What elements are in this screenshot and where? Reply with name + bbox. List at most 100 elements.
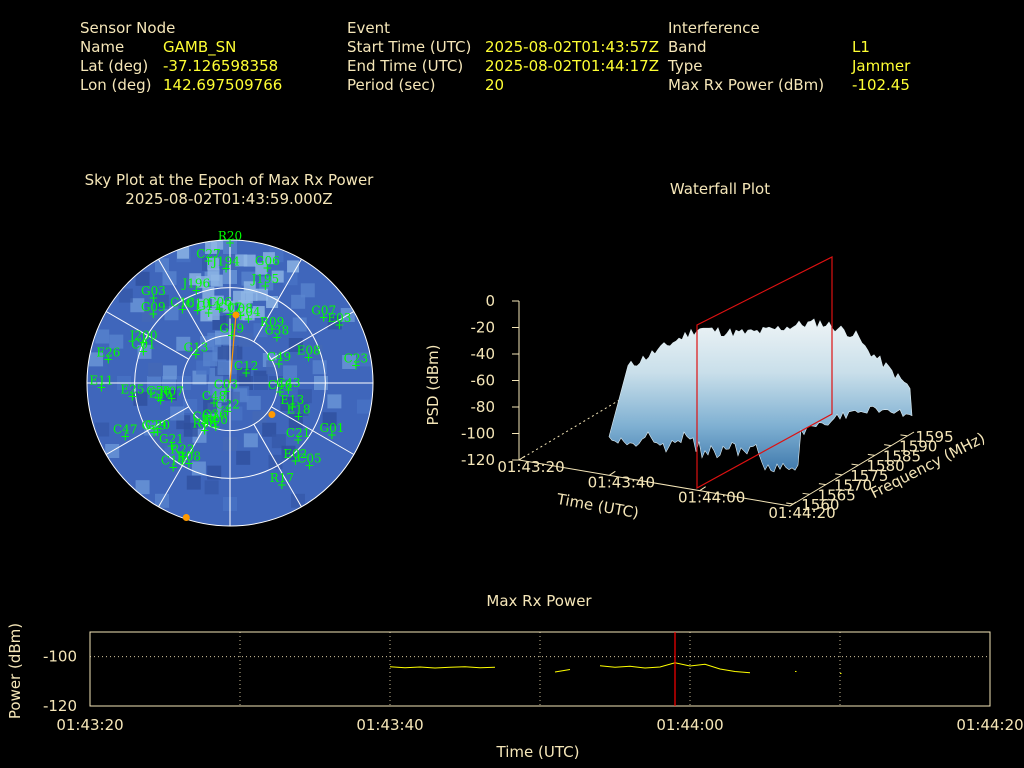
interference-type-label: Type [668,57,703,75]
satellite-r08: +R08 [192,417,216,438]
satellite-marker: + [294,409,304,423]
satellite-j200: +J200 [128,329,158,350]
waterfall-z-tick-label: -80 [471,398,496,416]
satellite-marker: + [153,391,163,405]
event-start-value: 2025-08-02T01:43:57Z [485,38,659,56]
sensor-lat-value: -37.126598358 [163,57,279,75]
satellite-label: G21 [159,432,184,446]
skyplot-texture-cell [153,434,168,449]
satellite-label: C04 [236,305,261,319]
satellite-c23: +C23 [344,351,368,372]
waterfall-time-tick [518,455,526,461]
skyplot-texture-cell [135,271,150,286]
satellite-c22: +C22 [215,397,239,418]
waterfall-z-tick-label: -20 [471,319,496,337]
satellite-label: C14 [161,453,186,467]
waterfall-time-tick [609,470,616,476]
satellite-label: C48 [202,389,226,403]
skyplot-texture-cell [109,334,124,349]
waterfall-freq-tick-label: 1560 [801,496,839,514]
skyplot-texture-cell [236,450,251,465]
waterfall-freq-tick-label: 1570 [834,477,872,495]
satellite-label: G09 [141,300,166,314]
skyplot-texture-cell [162,365,177,380]
satellite-marker: + [156,393,166,407]
satellite-label: C03 [214,378,238,392]
waterfall-freq-tick-label: 1585 [883,447,921,465]
skyplot-max-power-marker [182,513,190,521]
skyplot-texture-cell [245,288,258,301]
satellite-marker: + [293,433,303,447]
satellite-marker: + [204,306,214,320]
satellite-r09: +R09 [260,315,284,336]
skyplot-texture-cell [203,399,218,414]
skyplot-texture-cell [238,332,253,347]
satellite-c50: +C50 [146,384,170,405]
satellite-marker: + [211,420,221,434]
satellite-c48: +C48 [202,389,226,410]
satellite-r00: +R00 [204,413,228,434]
waterfall-time-axis [518,459,791,507]
satellite-marker: + [127,390,137,404]
skyplot-texture-cell [262,422,277,437]
skyplot-texture-cell [255,262,268,275]
satellite-label: J200 [128,329,158,343]
skyplot-texture-cell [294,401,309,416]
skyplot-texture-cell [356,352,371,367]
satellite-label: R08 [192,417,216,431]
satellite-label: C23 [344,351,368,365]
interference-power-value: -102.45 [852,76,910,94]
skyplot-texture-cell [242,308,255,321]
satellite-e15: +E15 [149,386,173,407]
satellite-marker: + [283,383,293,397]
skyplot-texture-cell [95,329,110,344]
satellite-label: C06 [207,295,231,309]
satellite-marker: + [287,400,297,414]
satellite-marker: + [267,322,277,336]
satellite-label: J194 [210,255,240,269]
satellite-marker: + [260,279,270,293]
satellite-c01: +C01 [131,337,155,358]
waterfall-time-tick-label: 01:44:00 [678,489,745,507]
skyplot-texture-cell [243,433,258,448]
skyplot-texture-cell [300,283,315,298]
skyplot-texture-cell [135,480,150,495]
skyplot-texture-cell [222,300,235,313]
skyplot-azimuth-line [158,424,207,508]
satellite-label: C27 [196,247,220,261]
maxpower-x-label: Time (UTC) [496,743,580,761]
skyplot-texture-cell [186,475,201,490]
satellite-marker: + [222,404,232,418]
satellite-marker: + [209,414,219,428]
satellite-marker: + [236,309,246,323]
skyplot-texture-cell [297,389,312,404]
satellite-label: C49 [267,350,291,364]
skyplot-texture-cell [89,352,104,367]
satellite-j195: +J195 [249,272,279,293]
satellite-marker: + [243,312,253,326]
satellite-label: R09 [260,315,284,329]
waterfall-freq-tick-label: 1580 [867,457,905,475]
skyplot-texture-cell [176,336,191,351]
satellite-c27: +C27 [196,247,220,268]
satellite-r08: +R08 [177,450,201,471]
skyplot-azimuth-line [105,406,189,455]
interference-band-label: Band [668,38,707,56]
satellite-label: C05 [297,451,321,465]
satellite-e02: +E02 [283,447,307,468]
satellite-marker: + [193,303,203,317]
satellite-label: G11 [196,299,221,313]
satellite-marker: + [241,366,251,380]
satellite-marker: + [139,336,149,350]
waterfall-epoch-plane [696,256,833,490]
satellite-marker: + [277,478,287,492]
satellite-marker: + [304,350,314,364]
satellite-marker: + [225,236,235,250]
waterfall-freq-tick [818,483,826,486]
waterfall-freq-tick [851,463,859,466]
skyplot-texture-cell [243,254,256,267]
maxpower-x-tick-label: 01:43:40 [356,716,423,734]
skyplot-texture-cell [177,246,190,259]
sensor-name-label: Name [80,38,125,56]
satellite-marker: + [191,347,201,361]
